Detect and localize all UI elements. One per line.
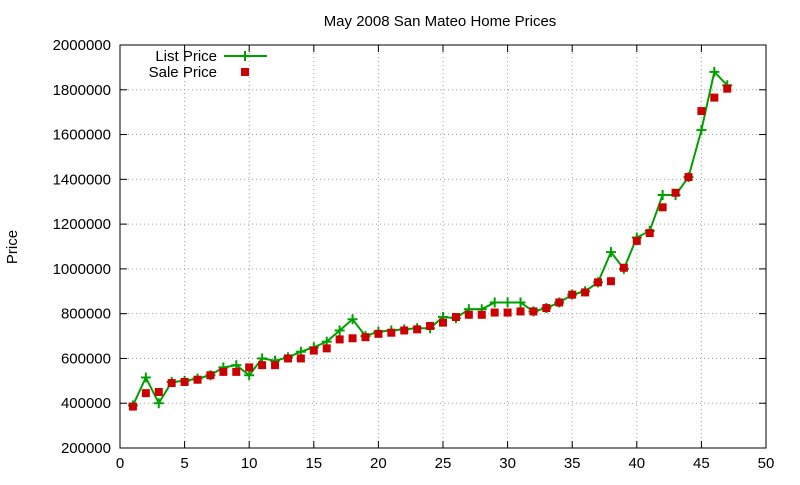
sale-price-point <box>697 107 706 116</box>
legend-marker-list-price <box>240 51 250 61</box>
legend: List Price Sale Price <box>149 48 267 81</box>
sale-price-point <box>193 375 202 384</box>
sale-price-point <box>645 229 654 238</box>
y-tick-label: 200000 <box>61 440 111 457</box>
sale-price-point <box>128 402 137 411</box>
y-tick-label: 1800000 <box>53 82 111 99</box>
sale-price-point <box>219 367 228 376</box>
chart-title: May 2008 San Mateo Home Prices <box>324 13 557 30</box>
y-tick-label: 2000000 <box>53 37 111 54</box>
sale-price-point <box>477 310 486 319</box>
list-price-point <box>334 325 345 336</box>
sale-price-point <box>309 346 318 355</box>
sale-price-point <box>529 307 538 316</box>
sale-price-point <box>245 363 254 372</box>
sale-price-point <box>451 313 460 322</box>
sale-price-point <box>671 188 680 197</box>
sale-price-point <box>568 290 577 299</box>
x-tick-label: 45 <box>693 455 710 472</box>
sale-price-point <box>180 377 189 386</box>
y-axis-title: Price <box>4 230 21 264</box>
sale-price-point <box>516 307 525 316</box>
list-price-point <box>502 297 513 308</box>
x-tick-label: 35 <box>564 455 581 472</box>
sale-price-point <box>658 203 667 212</box>
sale-price-point <box>684 173 693 182</box>
legend-marker-sale-price <box>241 68 249 76</box>
sale-price-point <box>232 367 241 376</box>
x-tick-label: 30 <box>499 455 516 472</box>
x-tick-label: 5 <box>180 455 188 472</box>
sale-price-point <box>335 335 344 344</box>
sale-price-point <box>348 334 357 343</box>
sale-price-point <box>555 298 564 307</box>
y-tick-label: 1000000 <box>53 261 111 278</box>
y-tick-label: 1600000 <box>53 127 111 144</box>
list-price-point <box>515 297 526 308</box>
sale-price-point <box>606 277 615 286</box>
sale-price-point <box>154 388 163 397</box>
x-tick-label: 15 <box>305 455 322 472</box>
grid-layer <box>120 45 766 448</box>
y-tick-label: 1200000 <box>53 216 111 233</box>
list-price-point <box>347 314 358 325</box>
x-tick-label: 50 <box>758 455 775 472</box>
sale-price-point <box>206 371 215 380</box>
sale-price-point <box>710 93 719 102</box>
list-price-point <box>657 190 668 201</box>
list-price-point <box>489 297 500 308</box>
x-tick-label: 25 <box>435 455 452 472</box>
sale-price-point <box>490 308 499 317</box>
sale-price-point <box>322 344 331 353</box>
sale-price-point <box>258 361 267 370</box>
list-price-point <box>140 372 151 383</box>
sale-price-point <box>594 278 603 287</box>
sale-price-point <box>167 379 176 388</box>
list-price-point <box>244 370 255 381</box>
list-price-point <box>709 66 720 77</box>
legend-plus-marker <box>240 51 250 61</box>
sale-price-point <box>632 236 641 245</box>
y-tick-label: 1400000 <box>53 171 111 188</box>
y-tick-label: 600000 <box>61 350 111 367</box>
sale-price-point <box>723 84 732 93</box>
sale-price-point <box>439 318 447 327</box>
x-tick-label: 0 <box>116 455 124 472</box>
sale-price-point <box>413 325 422 334</box>
sale-price-point <box>426 321 435 330</box>
list-price-point <box>696 125 707 136</box>
sale-price-point <box>374 329 383 338</box>
sale-price-point <box>141 389 150 398</box>
sale-price-point <box>283 354 292 363</box>
sale-price-point <box>619 263 628 272</box>
sale-price-point <box>296 354 305 363</box>
sale-price-point <box>400 326 409 335</box>
list-price-point <box>605 247 616 258</box>
sale-price-point <box>361 333 370 342</box>
x-tick-label: 20 <box>370 455 387 472</box>
sale-price-point <box>387 328 396 337</box>
legend-label-list-price: List Price <box>155 48 217 65</box>
tick-layer: 0 5 10 15 20 25 30 35 40 45 50 200000 400000 600000 80… <box>53 37 775 472</box>
series-layer <box>127 66 733 411</box>
x-tick-label: 10 <box>241 455 258 472</box>
sale-price-point <box>464 310 473 319</box>
legend-label-sale-price: Sale Price <box>149 64 217 81</box>
sale-price-point <box>503 308 512 317</box>
y-tick-label: 400000 <box>61 395 111 412</box>
sale-price-point <box>271 361 280 370</box>
sale-price-point <box>581 288 590 297</box>
y-tick-label: 800000 <box>61 306 111 323</box>
x-tick-label: 40 <box>628 455 645 472</box>
list-price-point <box>153 398 164 409</box>
sale-price-point <box>542 304 551 313</box>
